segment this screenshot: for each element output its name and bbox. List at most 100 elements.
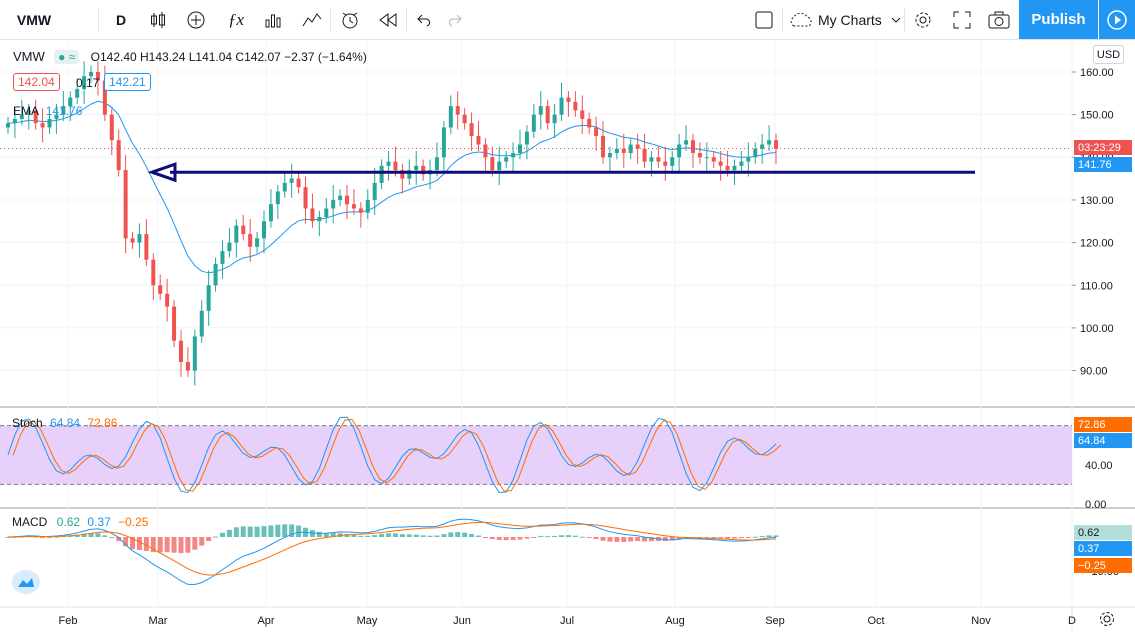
candle-body bbox=[704, 157, 709, 159]
candle-body bbox=[469, 123, 474, 136]
candle-body bbox=[144, 234, 149, 260]
candle-body bbox=[33, 110, 38, 124]
macd-histogram-bar bbox=[206, 537, 212, 542]
macd-histogram-bar bbox=[130, 537, 136, 550]
candle-body bbox=[767, 140, 772, 145]
chevron-down-icon bbox=[891, 17, 901, 23]
candle-body bbox=[697, 153, 702, 158]
candle-body bbox=[774, 140, 778, 149]
candle-body bbox=[158, 285, 163, 294]
candle-body bbox=[109, 114, 114, 141]
chart-settings-gear-icon[interactable] bbox=[1098, 610, 1118, 628]
candle-body bbox=[642, 148, 647, 162]
candle-body bbox=[351, 204, 356, 209]
candle-body bbox=[559, 97, 564, 115]
candle-body bbox=[545, 106, 550, 124]
macd-histogram-bar bbox=[171, 537, 177, 553]
candle-body bbox=[379, 165, 384, 183]
candle-body bbox=[511, 153, 516, 158]
macd-histogram-bar bbox=[669, 537, 675, 541]
candle-body bbox=[621, 148, 626, 154]
layout-square-icon[interactable] bbox=[752, 0, 776, 39]
buy-price-box[interactable]: 142.21 bbox=[104, 73, 151, 91]
time-tick-label: Jul bbox=[560, 615, 574, 627]
line-tool-icon[interactable] bbox=[298, 0, 326, 39]
candle-body bbox=[262, 221, 266, 239]
candle-body bbox=[538, 106, 543, 115]
price-chart[interactable]: 160.00150.00140.00130.00120.00110.00100.… bbox=[0, 40, 1135, 631]
macd-histogram-bar bbox=[178, 537, 184, 554]
candle-body bbox=[151, 259, 156, 286]
legend-symbol[interactable]: VMW bbox=[13, 49, 45, 64]
macd-histogram-bar bbox=[531, 537, 537, 538]
macd-histogram-bar bbox=[296, 525, 302, 537]
currency-label[interactable]: USD bbox=[1093, 45, 1124, 64]
candle-body bbox=[102, 80, 107, 115]
candle-body bbox=[248, 234, 253, 247]
macd-histogram-bar bbox=[47, 536, 53, 538]
macd-histogram-bar bbox=[441, 534, 447, 537]
macd-histogram-bar bbox=[157, 537, 163, 553]
macd-histogram-bar bbox=[607, 537, 613, 542]
candle-body bbox=[635, 144, 640, 149]
main-legend: VMW ● ≈ O142.40 H143.24 L141.04 C142.07 … bbox=[13, 49, 367, 64]
candle-body bbox=[234, 225, 239, 243]
camera-icon[interactable] bbox=[985, 0, 1013, 39]
undo-icon[interactable] bbox=[411, 0, 439, 39]
macd-histogram-bar bbox=[489, 537, 495, 540]
macd-histogram-bar bbox=[268, 525, 274, 537]
sell-price-box[interactable]: 142.04 bbox=[13, 73, 60, 91]
macd-histogram-bar bbox=[392, 533, 398, 537]
candle-body bbox=[684, 140, 689, 145]
stoch-legend[interactable]: Stoch 64.84 72.86 bbox=[12, 416, 118, 430]
interval-selector[interactable]: D bbox=[115, 11, 127, 28]
candle-body bbox=[732, 165, 737, 171]
macd-histogram-bar bbox=[40, 537, 46, 538]
candle-body bbox=[192, 336, 197, 371]
macd-histogram-bar bbox=[344, 534, 350, 537]
candle-body bbox=[690, 140, 695, 154]
candle-body bbox=[455, 106, 460, 115]
macd-legend[interactable]: MACD 0.62 0.37 −0.25 bbox=[12, 515, 149, 529]
macd-histogram-bar bbox=[773, 535, 779, 537]
macd-histogram-bar bbox=[725, 537, 731, 539]
candle-body bbox=[296, 178, 301, 188]
redo-icon[interactable] bbox=[440, 0, 468, 39]
fx-icon[interactable]: ƒx bbox=[227, 9, 245, 29]
replay-icon[interactable] bbox=[374, 0, 402, 39]
alert-clock-icon[interactable] bbox=[336, 0, 364, 39]
stoch-k-line bbox=[7, 416, 777, 494]
candle-body bbox=[95, 72, 100, 81]
candle-body bbox=[725, 165, 730, 171]
my-charts-dropdown[interactable]: My Charts bbox=[788, 0, 906, 39]
macd-histogram-bar bbox=[351, 534, 357, 537]
candle-body bbox=[421, 165, 426, 175]
candle-body bbox=[518, 144, 522, 154]
candle-body bbox=[75, 89, 80, 98]
candles-icon[interactable] bbox=[144, 0, 172, 39]
candle-body bbox=[345, 195, 350, 205]
macd-histogram-bar bbox=[586, 537, 592, 538]
time-tick-label: Feb bbox=[59, 615, 78, 627]
macd-histogram-bar bbox=[33, 536, 39, 538]
candle-body bbox=[275, 191, 280, 205]
candle-body bbox=[338, 195, 343, 200]
settings-icon[interactable] bbox=[909, 0, 937, 39]
candle-body bbox=[289, 178, 294, 183]
candle-body bbox=[434, 157, 439, 171]
symbol-search[interactable]: VMW bbox=[16, 11, 52, 28]
play-circle-icon[interactable] bbox=[1099, 0, 1135, 39]
price-tick-label: 130.00 bbox=[1080, 195, 1114, 207]
macd-histogram-bar bbox=[496, 537, 502, 540]
top-toolbar: VMW D ƒx My Charts Publish bbox=[0, 0, 1135, 40]
publish-button[interactable]: Publish bbox=[1019, 0, 1098, 39]
tradingview-logo-icon[interactable] bbox=[12, 570, 40, 594]
fullscreen-icon[interactable] bbox=[948, 0, 976, 39]
time-tick-label: Apr bbox=[257, 615, 274, 627]
macd-histogram-bar bbox=[185, 537, 191, 553]
candle-body bbox=[12, 118, 17, 124]
add-indicator-icon[interactable] bbox=[182, 0, 210, 39]
time-tick-label: Aug bbox=[665, 615, 685, 627]
bar-chart-icon[interactable] bbox=[259, 0, 287, 39]
macd-histogram-bar bbox=[676, 537, 682, 540]
